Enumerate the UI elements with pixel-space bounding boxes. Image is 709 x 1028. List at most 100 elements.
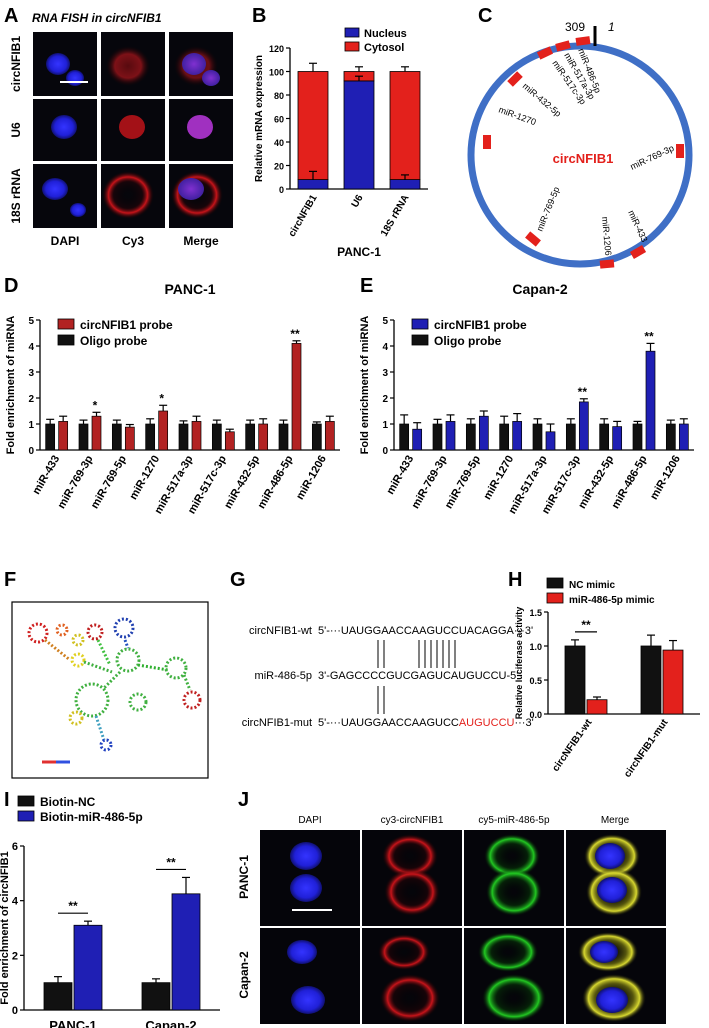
structure-loop xyxy=(55,623,69,637)
x-tick-label: miR-1206 xyxy=(648,454,683,502)
bar-biotin-nc xyxy=(141,982,171,1011)
y-tick-label: 2 xyxy=(382,394,388,405)
x-tick-label: U6 xyxy=(350,193,366,210)
chart-e: 0 1 2 3 4 5 Fold enrichment of miRNA miR-433 miR… xyxy=(359,316,694,516)
y-tick-label: 0.0 xyxy=(529,710,542,720)
structure-stem xyxy=(123,639,130,649)
bar-circnfib1-probe xyxy=(512,421,523,451)
y-tick-label: 5 xyxy=(382,316,388,327)
legend-swatch xyxy=(57,318,75,330)
bar-oligo-probe xyxy=(532,423,543,451)
site-block xyxy=(536,46,554,60)
y-tick-label: 2 xyxy=(28,394,34,405)
bar-cytosol xyxy=(389,71,421,180)
x-tick-label: miR-486-5p xyxy=(256,453,296,511)
y-tick-label: 4 xyxy=(28,342,34,353)
cy3-signal xyxy=(102,171,154,219)
merge-nucleus xyxy=(595,843,625,869)
site-block xyxy=(676,144,684,158)
nucleus xyxy=(51,115,77,139)
col-label-j-2: cy3-circNFIB1 xyxy=(381,815,444,826)
merge-nucleus xyxy=(202,70,220,86)
chart-h: 0.0 0.5 1.0 1.5 Relative luciferase activity… xyxy=(514,577,700,780)
site-block xyxy=(575,36,591,46)
bar-oligo-probe xyxy=(432,423,443,451)
bar-circnfib1-probe xyxy=(191,421,202,451)
bar-circnfib1-probe xyxy=(224,431,235,451)
cy5-signal xyxy=(478,932,538,972)
col-label-j-1: DAPI xyxy=(298,815,321,826)
panel-d: D PANC-1 0 1 2 3 4 5 Fold enrichment of miRNA m… xyxy=(4,275,340,516)
structure-loop xyxy=(128,692,148,712)
row-label-j-2: Capan-2 xyxy=(237,951,251,999)
y-tick-label: 1 xyxy=(382,420,388,431)
x-tick-label: circNFIB1-wt xyxy=(550,717,594,774)
legend-label: Oligo probe xyxy=(434,334,502,348)
site-label-mir-1206: miR-1206 xyxy=(600,216,613,256)
structure-loop xyxy=(99,738,113,752)
x-tick-label: miR-486-5p xyxy=(610,453,650,511)
y-axis-label: Fold enrichment of miRNA xyxy=(359,316,371,455)
seq-mir: 3'-GAGCCCCGUCGAGUCAUGUCCU-5' xyxy=(318,670,518,682)
significance-label: ** xyxy=(68,899,78,913)
y-tick-label: 0 xyxy=(382,446,388,457)
row-label-j-1: PANC-1 xyxy=(237,855,251,899)
nucleus xyxy=(42,178,68,200)
cy3-signal xyxy=(378,934,430,970)
bar-oligo-probe xyxy=(632,423,643,451)
legend-label: circNFIB1 probe xyxy=(80,318,173,332)
bar-circnfib1-probe xyxy=(678,423,689,451)
cy5-signal xyxy=(486,868,542,916)
y-tick-label: 0 xyxy=(12,1005,18,1017)
merge-nucleus xyxy=(178,178,204,200)
cy3-signal xyxy=(384,868,440,916)
significance-label: ** xyxy=(644,329,654,343)
merge-nucleus xyxy=(590,941,618,963)
legend-swatch xyxy=(411,334,429,346)
bar-oligo-probe xyxy=(399,423,410,451)
y-tick-label: 60 xyxy=(274,115,284,125)
bar-nucleus xyxy=(297,179,329,190)
bar-oligo-probe xyxy=(465,423,476,451)
y-tick-label: 4 xyxy=(12,896,19,908)
panel-d-letter: D xyxy=(4,275,18,297)
site-block xyxy=(507,71,523,87)
seq-mut-part-mutated: AUGUCCU xyxy=(459,717,515,729)
bar-circnfib1-probe xyxy=(612,426,623,451)
row-label-a-2: U6 xyxy=(9,122,23,138)
cy5-signal xyxy=(482,974,546,1022)
structure-loop xyxy=(27,622,49,644)
y-tick-label: 40 xyxy=(274,138,284,148)
x-tick-label: miR-769-5p xyxy=(89,453,129,511)
bar-circnfib1-probe xyxy=(91,415,102,451)
significance-label: ** xyxy=(290,327,300,341)
bar-nucleus xyxy=(389,179,421,190)
panel-a-title: RNA FISH in circNFIB1 xyxy=(32,11,162,25)
legend-label: Biotin-miR-486-5p xyxy=(40,810,143,824)
bar-oligo-probe xyxy=(278,423,289,451)
bar-oligo-probe xyxy=(178,423,189,451)
x-tick-label: miR-1206 xyxy=(294,454,329,502)
cy3-signal xyxy=(119,115,145,139)
nucleus xyxy=(291,986,325,1014)
bar-circnfib1-probe xyxy=(412,428,423,451)
significance-label: ** xyxy=(578,385,588,399)
col-label-a-1: DAPI xyxy=(51,234,80,248)
position-1: 1 xyxy=(608,20,615,34)
x-tick-label: circNFIB1-mut xyxy=(622,717,671,780)
bar-circnfib1-probe xyxy=(258,423,269,451)
y-axis-label: Relative luciferase activity xyxy=(514,607,524,720)
significance-label: * xyxy=(93,398,98,412)
bar-nc-mimic xyxy=(564,645,586,715)
site-label-mir-769-3p: miR-769-3p xyxy=(629,143,676,172)
structure-loop xyxy=(86,623,104,641)
col-label-j-4: Merge xyxy=(601,815,630,826)
structure-loop xyxy=(71,633,85,647)
structure-stem xyxy=(137,663,169,672)
y-tick-label: 20 xyxy=(274,162,284,172)
significance-label: ** xyxy=(581,618,591,632)
site-block xyxy=(555,40,571,52)
significance-label: ** xyxy=(166,855,176,869)
y-tick-label: 1.0 xyxy=(529,642,542,652)
y-axis-label: Fold enrichment of miRNA xyxy=(5,316,17,455)
